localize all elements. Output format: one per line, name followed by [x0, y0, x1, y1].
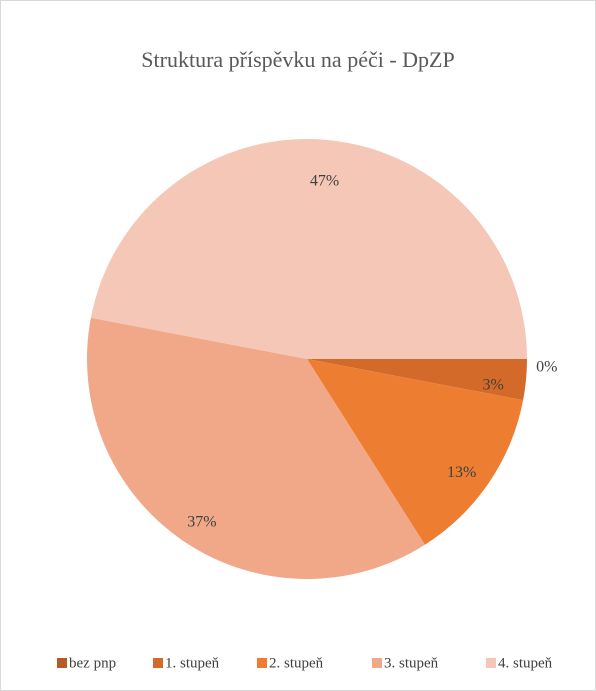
chart-title: Struktura příspěvku na péči - DpZP — [141, 47, 454, 72]
pie-slice — [86, 317, 425, 579]
pie-slice — [307, 359, 524, 545]
data-label: 47% — [310, 173, 339, 190]
data-label: 13% — [447, 464, 476, 481]
legend-label: 1. stupeň — [165, 655, 220, 671]
data-label: 0% — [536, 359, 557, 376]
data-label: 3% — [483, 376, 504, 393]
legend-label: 3. stupeň — [384, 655, 439, 671]
legend-label: 4. stupeň — [498, 655, 553, 671]
legend-label: bez pnp — [69, 655, 116, 671]
legend-label: 2. stupeň — [269, 655, 324, 671]
data-label: 37% — [187, 513, 216, 530]
legend-swatch — [153, 658, 163, 668]
legend-swatch — [372, 658, 382, 668]
legend-swatch — [57, 658, 67, 668]
pie-slice — [90, 139, 528, 359]
legend-swatch — [257, 658, 267, 668]
pie-slice — [307, 359, 527, 401]
legend-swatch — [486, 658, 496, 668]
